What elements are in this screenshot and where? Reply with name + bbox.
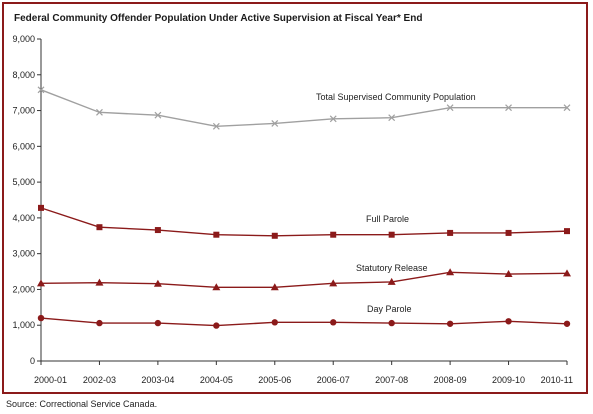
data-point-statutory-release (95, 278, 104, 286)
data-point-statutory-release (563, 269, 571, 277)
data-point-full-parole (213, 231, 220, 238)
data-point-day-parole (330, 319, 337, 326)
y-tick-label: 9,000 (12, 34, 35, 44)
data-point-total-supervised-community-population (37, 86, 45, 94)
data-point-total-supervised-community-population (154, 111, 162, 119)
y-tick-label: 2,000 (12, 284, 35, 294)
y-tick-label: 1,000 (12, 320, 35, 330)
x-tick-label: 2007-08 (375, 375, 408, 385)
y-tick-label: 8,000 (12, 70, 35, 80)
data-point-day-parole (271, 319, 278, 326)
series-line-day-parole (40, 317, 568, 327)
data-point-full-parole (505, 229, 512, 236)
chart-frame: Federal Community Offender Population Un… (2, 2, 588, 394)
x-tick-label: 2006-07 (317, 375, 350, 385)
data-point-full-parole (447, 229, 454, 236)
data-point-full-parole (38, 204, 44, 211)
data-point-day-parole (96, 319, 103, 327)
data-point-total-supervised-community-population (446, 104, 454, 112)
data-point-day-parole (388, 319, 395, 327)
series-line-total-supervised-community-population (40, 89, 567, 128)
chart-title: Federal Community Offender Population Un… (14, 13, 423, 24)
data-point-full-parole (154, 227, 161, 234)
x-tick-label: 2008-09 (434, 375, 467, 385)
data-point-statutory-release (446, 268, 455, 276)
data-point-total-supervised-community-population (388, 114, 396, 122)
y-tick-label: 3,000 (12, 249, 35, 259)
data-point-day-parole (505, 318, 512, 325)
data-point-full-parole (96, 224, 103, 231)
data-point-statutory-release (270, 283, 279, 291)
data-point-day-parole (213, 322, 220, 329)
y-tick-label: 6,000 (12, 141, 35, 151)
data-point-statutory-release (329, 279, 338, 287)
data-point-total-supervised-community-population (563, 104, 571, 112)
data-point-full-parole (330, 231, 337, 238)
x-tick-label: 2002-03 (83, 375, 116, 385)
x-tick-label: 2010-11 (541, 375, 573, 385)
series-label-day-parole: Day Parole (367, 304, 412, 314)
source-note: Source: Correctional Service Canada. (6, 399, 158, 409)
x-tick-label: 2003-04 (141, 375, 174, 385)
series-label-total-supervised-community-population: Total Supervised Community Population (316, 92, 476, 102)
data-point-full-parole (388, 231, 395, 238)
x-tick-label: 2009-10 (492, 375, 525, 385)
x-tick-label: 2004-05 (200, 375, 233, 385)
x-tick-label: 2005-06 (258, 375, 291, 385)
series-label-statutory-release: Statutory Release (356, 263, 428, 273)
data-point-total-supervised-community-population (271, 120, 279, 127)
series-line-full-parole (40, 207, 568, 237)
data-point-total-supervised-community-population (505, 104, 512, 112)
series-label-full-parole: Full Parole (366, 214, 409, 224)
y-tick-label: 7,000 (12, 106, 35, 116)
data-point-total-supervised-community-population (329, 115, 337, 123)
y-tick-label: 0 (30, 356, 35, 366)
data-point-full-parole (564, 228, 570, 235)
data-point-day-parole (563, 320, 571, 327)
data-point-full-parole (271, 232, 278, 239)
data-point-statutory-release (153, 279, 162, 287)
y-tick-label: 4,000 (12, 213, 35, 223)
y-tick-label: 5,000 (12, 177, 35, 187)
data-point-total-supervised-community-population (212, 122, 220, 130)
data-point-statutory-release (212, 283, 221, 291)
data-point-total-supervised-community-population (96, 108, 103, 116)
data-point-statutory-release (37, 279, 45, 287)
data-point-day-parole (154, 319, 162, 327)
series-line-statutory-release (40, 271, 568, 288)
data-point-day-parole (446, 320, 454, 327)
data-point-statutory-release (387, 277, 396, 285)
x-tick-label: 2000-01 (34, 375, 67, 385)
data-point-day-parole (37, 314, 45, 322)
data-point-statutory-release (504, 270, 513, 278)
